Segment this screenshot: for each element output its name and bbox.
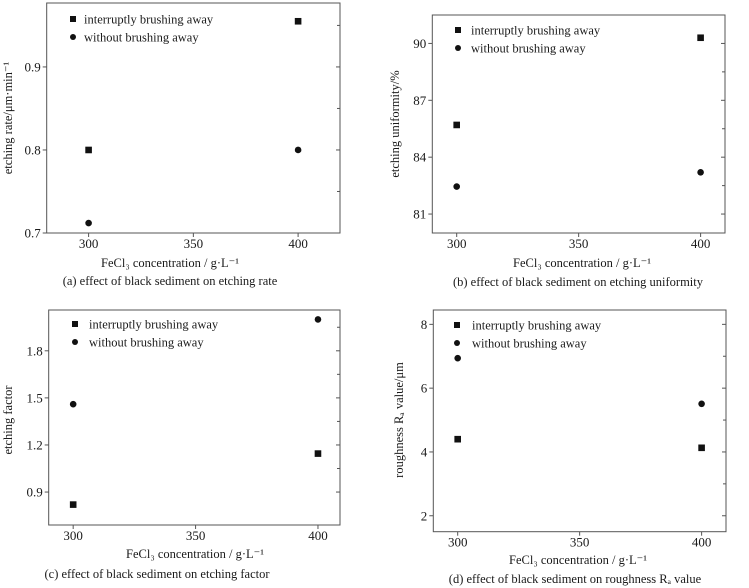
x-tick-label: 400 [308,528,328,543]
data-point-circle [453,183,460,190]
x-tick-label: 300 [63,528,83,543]
y-tick-label: 87 [413,93,427,108]
y-tick-label: 6 [421,381,428,396]
data-point-circle [294,146,302,154]
legend-circle-icon [455,45,461,51]
data-point-circle [697,169,704,176]
y-tick-label: 1.5 [26,390,42,405]
legend-label: interruptly brushing away [89,318,219,332]
panel-caption: (d) effect of black sediment on roughnes… [449,572,702,586]
data-point-circle [698,400,705,408]
legend-square-icon [454,322,460,328]
x-tick-label: 400 [288,236,308,251]
panel-caption: (b) effect of black sediment on etching … [453,275,704,289]
legend-square-icon [72,321,78,327]
legend-square-icon [70,16,76,22]
y-tick-label: 1.2 [26,437,42,452]
legend-label: interruptly brushing away [471,24,601,38]
legend-circle-icon [454,340,460,346]
x-tick-label: 300 [447,236,467,251]
legend-circle-icon [70,34,76,40]
x-axis-label: FeCl₃ concentration / g·L⁻¹ [509,553,647,567]
y-tick-label: 0.7 [24,226,41,241]
x-tick-label: 400 [691,236,711,251]
y-axis-label: etching uniformity/% [388,70,402,177]
panel-d: 300 350 400 2 4 6 8 interruptly brushing away wi… [392,309,727,586]
legend-label: without brushing away [472,337,587,351]
data-point-square [85,146,92,154]
legend-label: interruptly brushing away [84,13,214,27]
data-point-square [69,501,77,508]
data-point-square [698,444,705,452]
x-tick-label: 400 [692,535,712,550]
data-point-square [314,450,322,457]
data-point-square [294,17,302,25]
legend-square-icon [455,27,461,33]
legend-label: without brushing away [84,31,199,45]
y-tick-label: 0.8 [24,142,40,157]
data-point-square [454,435,461,443]
data-point-square [453,121,460,129]
panel-c: 300 350 400 0.9 1.2 1.5 1.8 interruptly brushin… [1,309,341,581]
plot-frame [48,309,341,526]
y-tick-label: 84 [413,150,427,165]
panel-a: 300 350 400 0.7 0.8 0.9 interruptly brushing a… [1,2,341,288]
legend-label: without brushing away [471,42,586,56]
data-point-circle [454,354,461,362]
panel-caption: (c) effect of black sediment on etching … [44,567,270,581]
legend-circle-icon [72,339,78,345]
x-tick-label: 300 [79,236,99,251]
y-tick-label: 90 [413,36,426,51]
panel-caption: (a) effect of black sediment on etching … [63,274,278,288]
y-tick-label: 0.9 [24,59,40,74]
data-point-square [697,34,704,42]
x-tick-label: 350 [569,236,589,251]
x-axis-label: FeCl₃ concentration / g·L⁻¹ [513,256,651,270]
data-point-circle [85,219,92,227]
y-tick-label: 2 [421,508,428,523]
y-tick-label: 0.9 [26,485,42,500]
y-tick-label: 4 [421,444,428,459]
x-tick-label: 350 [184,236,204,251]
panel-b: 300 350 400 81 84 87 90 interruptly brushing aw… [388,14,726,289]
data-point-circle [314,316,322,323]
x-tick-label: 350 [570,535,590,550]
legend-label: interruptly brushing away [472,319,602,333]
legend-label: without brushing away [89,336,204,350]
data-point-circle [69,400,77,408]
x-tick-label: 300 [448,535,468,550]
y-axis-label: etching factor [1,385,15,455]
x-axis-label: FeCl₃ concentration / g·L⁻¹ [101,256,239,270]
x-tick-label: 350 [186,528,206,543]
y-tick-label: 1.8 [26,343,42,358]
y-tick-label: 81 [413,207,426,222]
x-axis-label: FeCl₃ concentration / g·L⁻¹ [126,547,264,561]
y-tick-label: 8 [421,317,428,332]
y-axis-label: roughness Rₐ value/μm [392,362,406,478]
y-axis-label: etching rate/μm·min⁻¹ [1,61,15,174]
